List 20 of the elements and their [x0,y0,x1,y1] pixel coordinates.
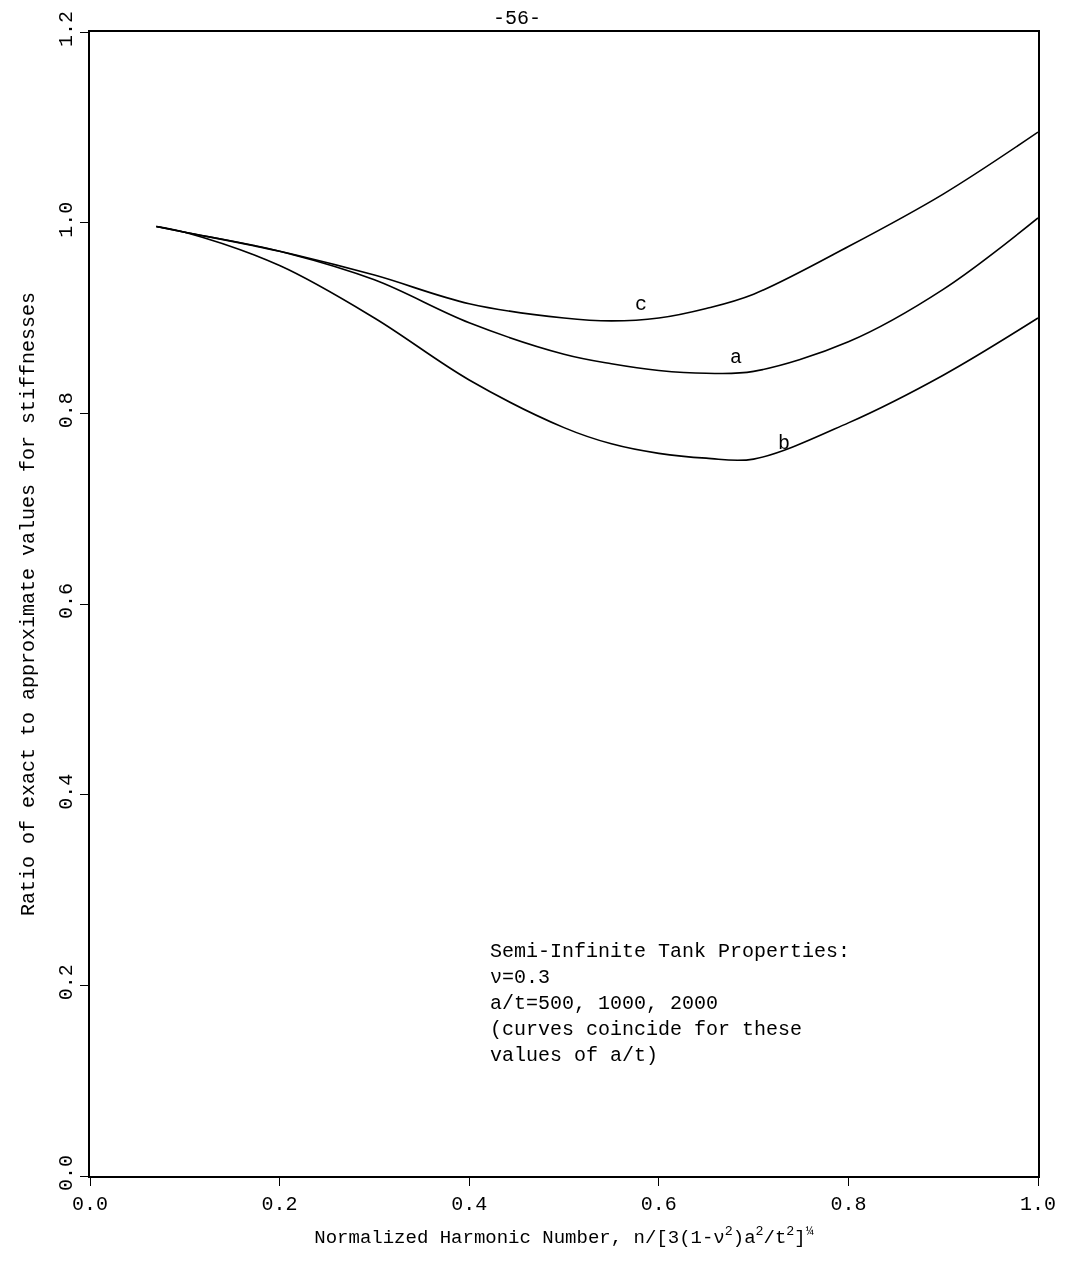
annotation: Semi-Infinite Tank Properties: ν=0.3 a/t=500, 1000, 2000 (curves coincide for these values of a/t) [490,940,851,1067]
series-label: a [730,346,743,369]
x-tick-label: 0.2 [261,1192,298,1216]
y-tick-label: 0.6 [55,582,79,620]
x-tick-label: 1.0 [1019,1192,1057,1216]
x-tick-label: 0.8 [830,1192,867,1216]
x-tick-label: 0.4 [451,1192,488,1216]
series-label: b [778,432,791,455]
y-tick-label: 1.0 [55,201,79,238]
text: -56- [493,7,542,30]
series-label: c [635,293,648,316]
x-axis-title: Normalized Harmonic Number, n/[3(1-ν$^{2}$)a$^{2}$/t$^{2}$]$^{¼}$ [314,1224,814,1250]
y-tick-label: 1.2 [55,10,79,48]
y-axis-title: Ratio of exact to approximate values for stiffnesses [17,291,41,917]
y-tick-label: 0.0 [55,1154,79,1192]
y-tick-label: 0.2 [55,964,79,1001]
x-tick-label: 0.6 [640,1192,677,1216]
x-tick-label: 0.0 [71,1192,109,1216]
y-tick-label: 0.4 [55,773,79,810]
y-tick-label: 0.8 [55,392,79,429]
